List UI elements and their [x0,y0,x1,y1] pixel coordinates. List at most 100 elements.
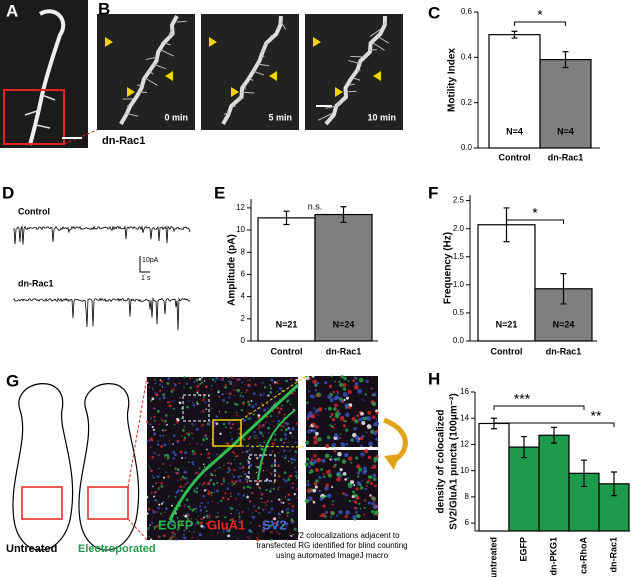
punctum [217,391,220,394]
egfp-fiber [168,383,300,521]
filopodium [264,42,270,45]
punctum [162,534,166,538]
punctum [184,457,187,459]
punctum [152,407,155,410]
punctum [201,381,204,384]
punctum [216,468,218,470]
punctum [242,401,245,404]
punctum [293,527,297,531]
punctum [202,437,205,439]
punctum [151,455,155,459]
punctum [194,423,196,425]
punctum [172,443,174,445]
punctum [203,380,206,382]
punctum [163,521,166,523]
punctum [202,398,205,402]
punctum [233,468,236,472]
punctum [249,500,252,503]
punctum [288,449,291,452]
punctum [222,527,225,530]
punctum [237,492,240,495]
punctum [269,524,273,528]
punctum [166,458,168,461]
punctum [183,471,185,474]
filopodium [164,42,171,46]
punctum [177,468,180,472]
significance-label: n.s. [308,201,323,211]
punctum [262,529,264,531]
punctum [239,466,242,470]
punctum [162,396,166,400]
error-bar [560,273,567,305]
punctum [255,403,258,406]
punctum [202,481,206,485]
punctum [165,507,168,511]
filopodium [256,63,270,67]
punctum [161,383,163,385]
punctum [341,459,347,464]
punctum [177,508,179,511]
punctum [166,382,170,385]
punctum [173,423,176,426]
punctum [256,441,259,444]
punctum [252,505,255,508]
punctum [220,499,223,503]
punctum [280,445,282,448]
punctum [257,414,261,417]
punctum [173,434,176,437]
punctum [168,404,172,408]
punctum [239,497,242,499]
punctum [169,464,172,467]
punctum [190,522,193,526]
y-tick-label: 12 [236,203,245,212]
punctum [160,485,164,488]
punctum [178,382,181,385]
punctum [275,381,279,385]
punctum [187,520,189,522]
punctum [232,377,234,380]
punctum [313,435,318,441]
punctum [290,457,294,461]
punctum [192,438,194,440]
punctum [219,378,222,381]
punctum [183,386,185,388]
punctum [210,393,212,396]
filopodium [372,42,385,51]
punctum [185,498,189,502]
punctum [272,420,275,423]
punctum [172,388,176,391]
punctum [263,408,267,412]
punctum [256,482,259,486]
filopodium [348,83,355,86]
bar [477,224,536,342]
punctum [213,402,215,404]
error-bar [340,206,347,223]
punctum [150,469,153,471]
error-bar [283,210,290,226]
punctum [198,467,201,470]
punctum [195,400,199,404]
filopodium [232,105,236,108]
punctum [156,475,160,479]
punctum [163,443,167,447]
punctum [319,497,323,501]
punctum [294,390,296,393]
punctum [159,454,161,456]
punctum [259,393,263,397]
punctum [270,511,272,513]
punctum [200,521,203,525]
punctum [341,443,346,448]
punctum [170,390,174,393]
punctum [287,427,291,431]
bar [257,217,316,342]
punctum [153,495,155,498]
time-label: 5 min [268,112,292,122]
punctum [353,427,357,431]
punctum [174,467,177,470]
punctum [283,421,285,424]
punctum [284,479,288,483]
punctum [192,463,195,466]
punctum [195,471,198,475]
punctum [240,521,243,523]
trace-label: Control [18,206,50,216]
